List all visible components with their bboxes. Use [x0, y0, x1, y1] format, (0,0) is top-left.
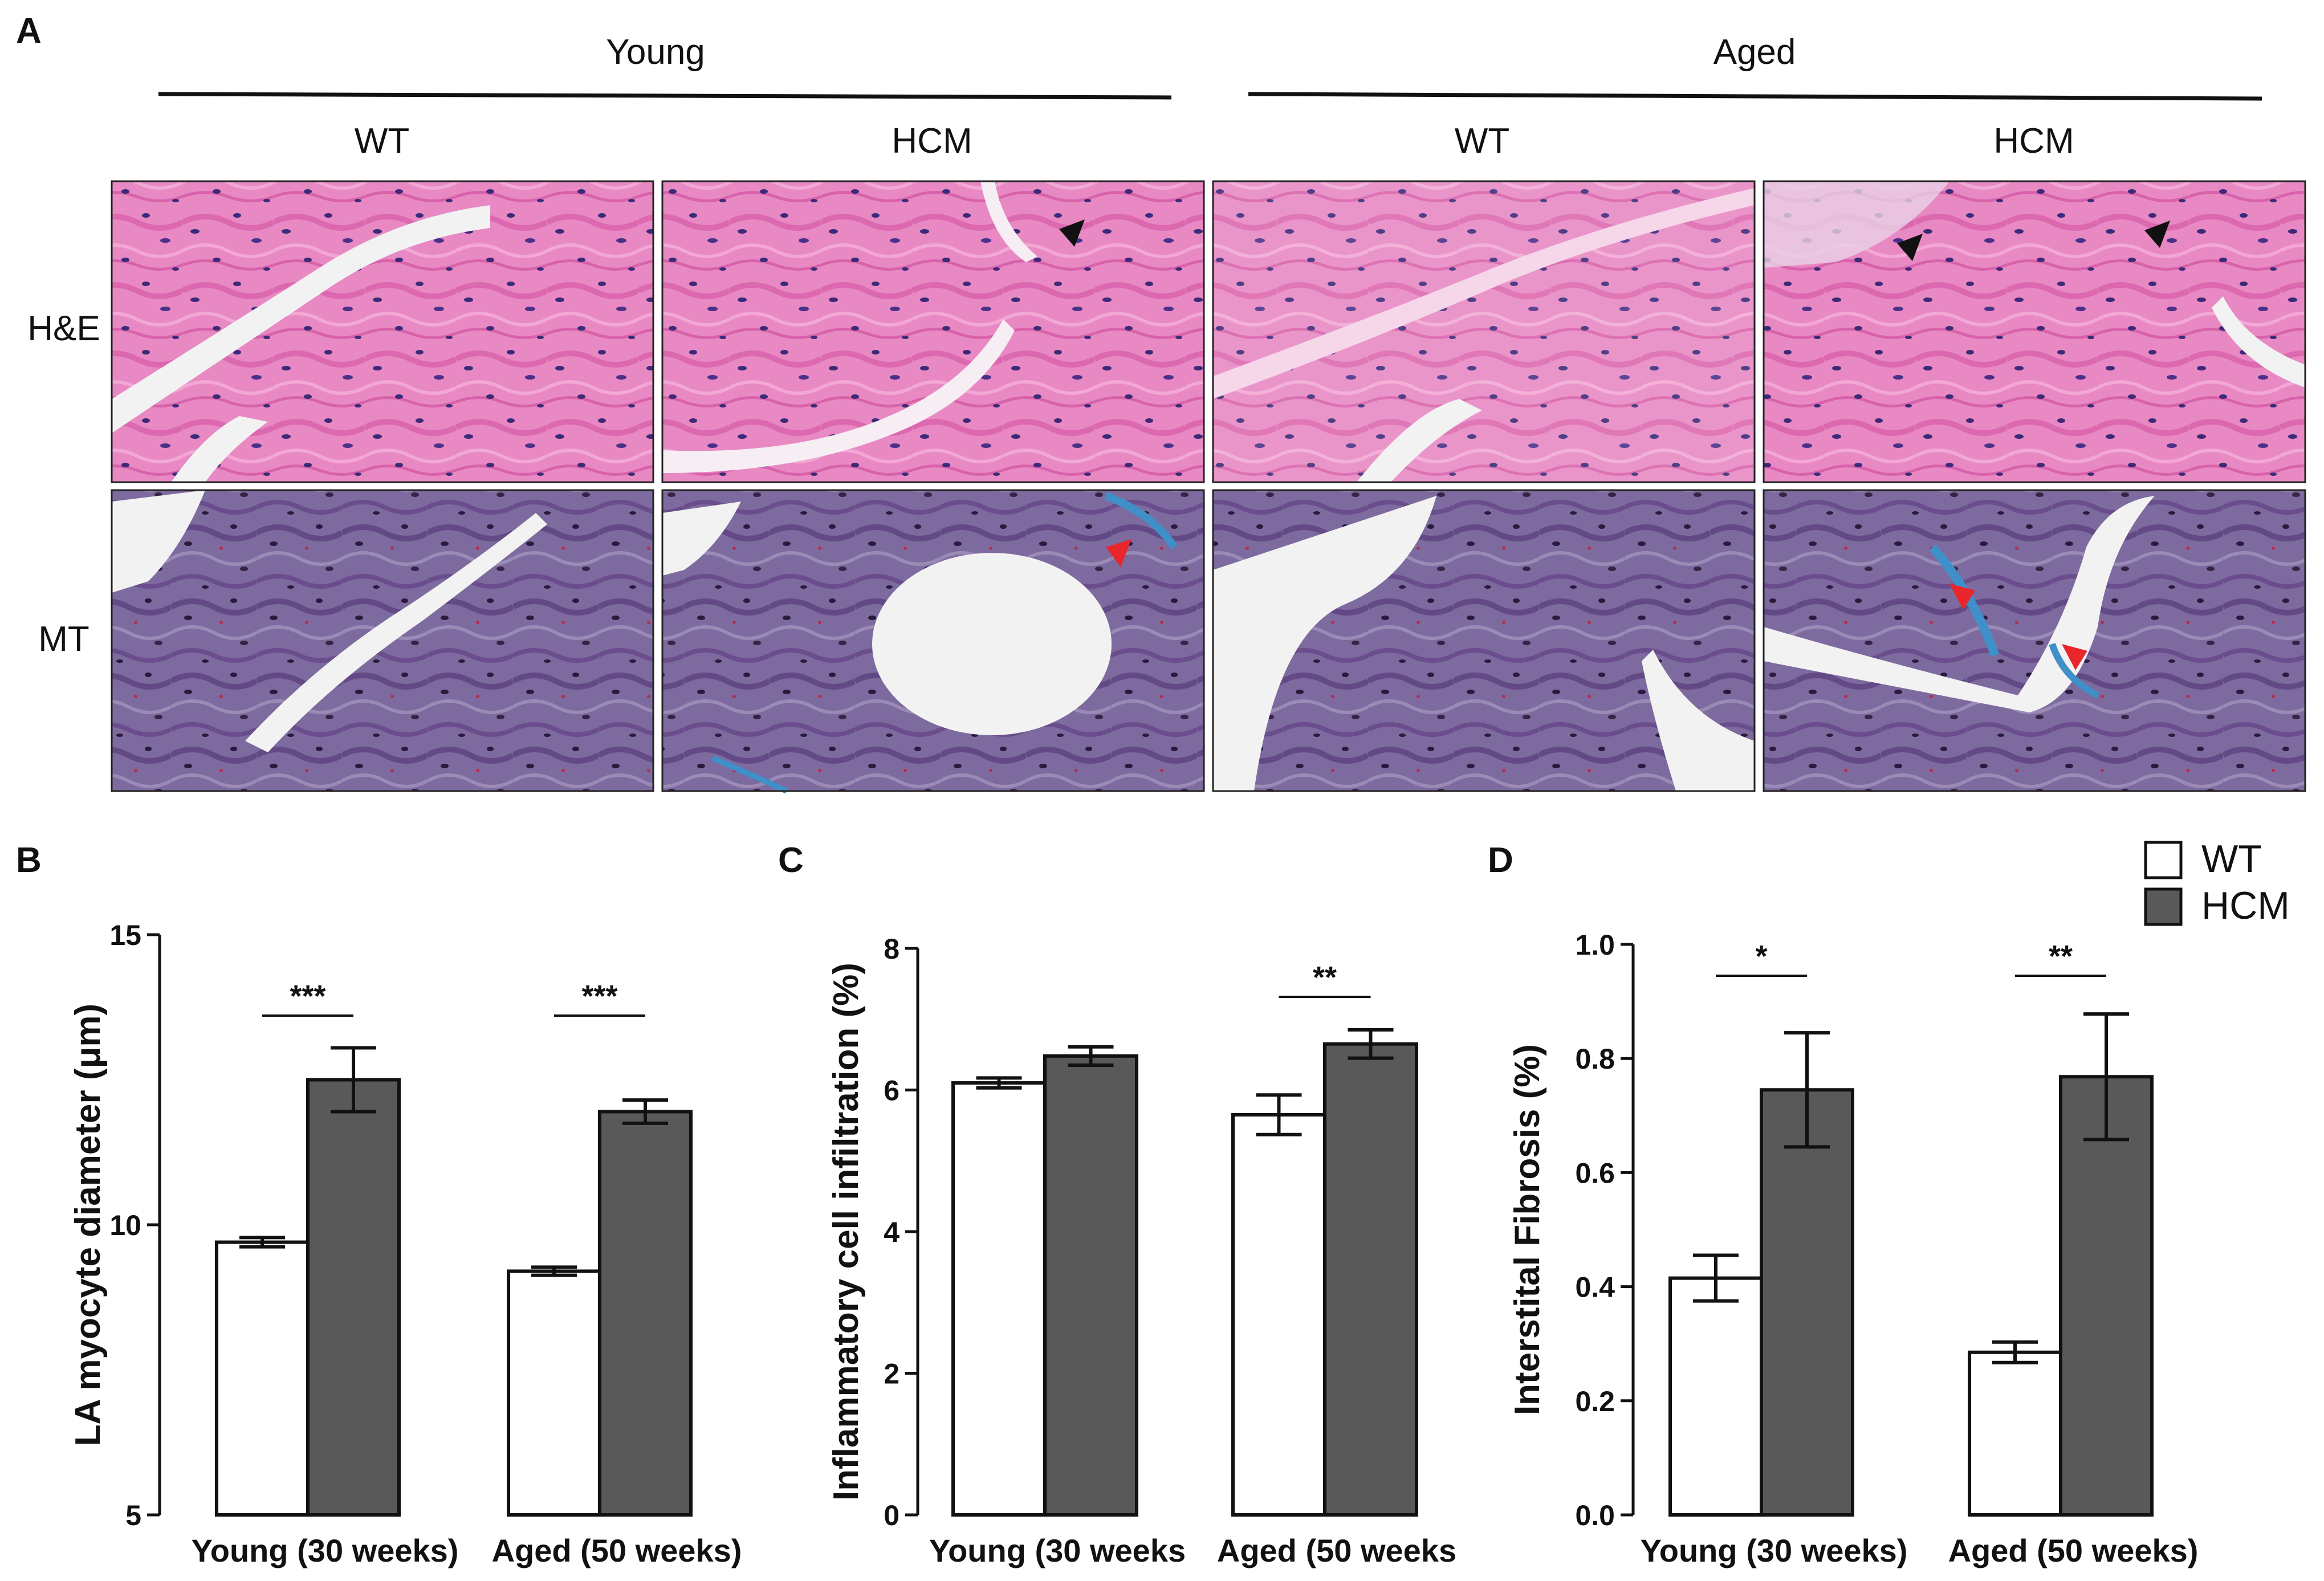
y-tick-label: 15: [109, 919, 141, 951]
micrograph-he-aged-hcm: [1763, 180, 2306, 483]
chart-panel-c: C 0 2 4 6 8 Inflammatory cell infiltration (%)…: [778, 841, 1456, 1568]
legend-label-wt: WT: [2201, 837, 2262, 881]
arrowhead-black-icon: [2144, 221, 2170, 248]
significance-label: ***: [290, 979, 325, 1013]
bar-hcm: [1323, 1042, 1418, 1517]
chart-panel-d: D 0.0 0.2 0.4 0.6 0.8 1.0 Interstital Fibrosis …: [1488, 841, 2198, 1568]
arrowhead-red-icon: [2062, 644, 2087, 670]
bar-wt: [1231, 1113, 1326, 1517]
micrograph-mt-aged-hcm: [1763, 489, 2306, 792]
category-label: Aged (50 weeks): [1948, 1533, 2199, 1568]
panel-letter: D: [1488, 841, 1513, 880]
y-tick-label: 5: [125, 1499, 141, 1531]
arrowhead-black-icon: [1059, 219, 1085, 247]
y-tick-label: 1.0: [1575, 929, 1615, 961]
bar-wt: [1968, 1350, 2062, 1517]
bar-wt: [215, 1240, 310, 1517]
row-label-mt: MT: [38, 620, 89, 659]
group-label-young: Young: [606, 32, 705, 72]
y-tick-label: 4: [884, 1216, 900, 1248]
column-label-aged-hcm: HCM: [1993, 121, 2074, 161]
legend-label-hcm: HCM: [2201, 884, 2290, 927]
column-label-aged-wt: WT: [1455, 121, 1509, 161]
group-line-aged: [1248, 92, 2262, 101]
y-tick-label: 2: [884, 1358, 900, 1390]
micrograph-mt-aged-wt: [1212, 489, 1756, 792]
panel-letter: C: [778, 841, 804, 880]
bar-wt: [1668, 1276, 1763, 1517]
y-tick-label: 6: [884, 1075, 900, 1107]
y-axis-label: Interstital Fibrosis (%): [1508, 1044, 1547, 1415]
micrograph-he-young-wt: [111, 180, 654, 483]
bar-wt: [507, 1269, 601, 1517]
micrograph-mt-young-hcm: [661, 489, 1205, 794]
bar-hcm: [306, 1078, 401, 1517]
micrograph-he-aged-wt: [1212, 180, 1756, 483]
bar-hcm: [598, 1110, 693, 1517]
arrowhead-red-icon: [1106, 539, 1132, 567]
significance-label: **: [2049, 939, 2073, 973]
legend-swatch-hcm: [2144, 887, 2183, 926]
y-tick-label: 0.4: [1575, 1272, 1615, 1303]
significance-label: *: [1755, 939, 1767, 973]
bar-hcm: [2059, 1075, 2154, 1517]
y-tick-label: 0.6: [1575, 1157, 1615, 1189]
category-label: Aged (50 weeks): [492, 1533, 742, 1568]
y-axis-label: LA myocyte diameter (μm): [68, 1004, 108, 1446]
category-label: Young (30 weeks): [192, 1533, 459, 1568]
column-label-young-wt: WT: [355, 121, 409, 161]
y-tick-label: 0: [884, 1499, 900, 1531]
row-label-he: H&E: [27, 309, 100, 348]
column-label-young-hcm: HCM: [892, 121, 972, 161]
chart-panel-b: B 5 10 15 LA myocyte diameter (μm) *** *** Youn…: [16, 841, 742, 1568]
legend: WT HCM: [2144, 837, 2290, 927]
micrograph-he-young-hcm: [661, 180, 1205, 483]
bar-hcm: [1760, 1088, 1854, 1517]
significance-label: **: [1313, 960, 1337, 995]
significance-label: ***: [581, 979, 617, 1013]
legend-swatch-wt: [2144, 841, 2183, 879]
y-tick-label: 10: [109, 1209, 141, 1241]
micrograph-mt-young-wt: [111, 489, 654, 792]
y-tick-label: 0.2: [1575, 1386, 1615, 1417]
arrowhead-black-icon: [1897, 234, 1923, 261]
category-label: Young (30 weeks): [1641, 1533, 1908, 1568]
arrowhead-red-icon: [1949, 584, 1975, 610]
y-tick-label: 8: [884, 933, 900, 965]
y-axis-label: Inflammatory cell infiltration (%): [827, 963, 866, 1501]
panel-letter: B: [16, 841, 42, 880]
panel-a-letter: A: [16, 11, 42, 51]
bar-hcm: [1043, 1054, 1138, 1517]
y-tick-label: 0.0: [1575, 1499, 1615, 1531]
category-label: Aged (50 weeks: [1217, 1533, 1456, 1568]
group-line-young: [158, 92, 1172, 100]
bar-wt: [951, 1081, 1047, 1517]
group-label-aged: Aged: [1714, 32, 1796, 72]
y-tick-label: 0.8: [1575, 1043, 1615, 1075]
category-label: Young (30 weeks: [929, 1533, 1186, 1568]
